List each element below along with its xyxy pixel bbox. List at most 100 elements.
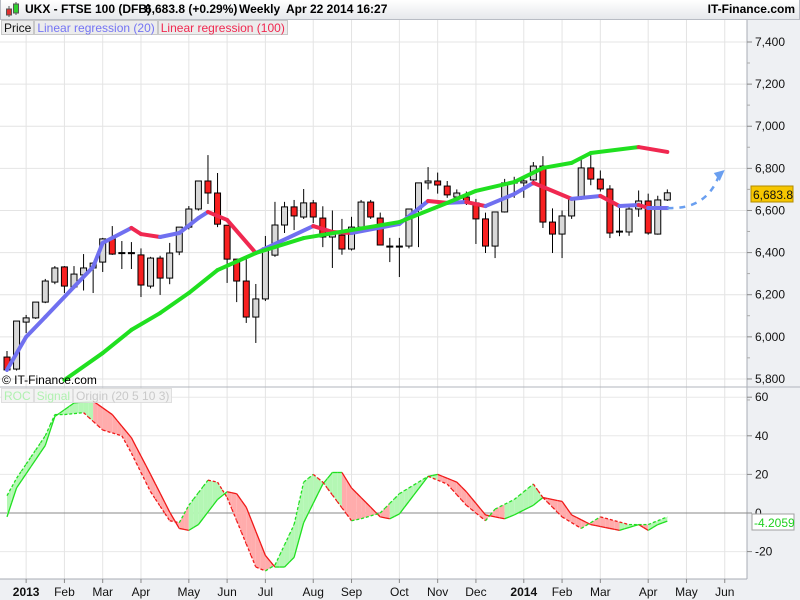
signal-line-segment [250,555,257,568]
lr100-segment [100,327,134,356]
legend-lr20[interactable]: Linear regression (20) [34,20,158,35]
signal-line-segment [461,499,467,506]
signal-line-segment [231,508,238,521]
roc-line-segment [107,410,113,416]
roc-line-segment [432,473,438,477]
roc-signal-fill [337,472,342,508]
legend-lr100[interactable]: Linear regression (100) [157,20,288,35]
signal-line-segment [20,463,27,472]
time-axis[interactable]: 2013 Feb Mar Apr May Jun Jul Aug Sep Oct Nov Dec 201… [13,579,735,599]
roc-line-segment [327,472,333,479]
grid [0,20,747,579]
roc-signal-fill [193,492,199,528]
signal-line-segment [240,532,247,545]
time-label: Dec [465,585,486,599]
candle-up [252,283,260,343]
roc-line-segment [604,526,611,530]
roc-signal-fill [562,501,567,520]
signal-line-segment [647,522,654,526]
roc-signal-fill [471,497,476,513]
signal-line-segment [571,522,577,527]
time-label: Jun [715,585,734,599]
roc-line-segment [193,524,199,529]
roc-line-segment [264,555,271,562]
roc-signal-fill [346,480,352,521]
price-legend: Price Linear regression (20) Linear regr… [1,20,288,35]
projection-line [667,175,720,210]
candle-down [309,199,317,224]
roc-line-segment [480,508,487,516]
signal-line-segment [413,481,419,486]
signal-line-segment [226,497,233,510]
signal-line-segment [197,486,204,494]
roc-line-segment [624,526,630,530]
roc-line-segment [11,487,18,503]
lr20-segment [263,224,316,251]
candle-body [615,230,623,233]
signal-line-segment [11,477,18,488]
roc-line-segment [288,556,295,563]
roc-line-segment [523,507,529,511]
last-price-change: 6,683.8 (+0.29%) [145,2,238,16]
lr20-segment [100,225,134,245]
signal-line-segment [260,568,266,572]
roc-signal-fill [619,522,625,531]
legend-roc[interactable]: ROC [1,388,34,403]
roc-line-segment [250,519,257,532]
roc-signal-fill [389,498,395,519]
brand[interactable]: IT-Finance.com [707,2,795,16]
signal-line-segment [375,512,381,516]
candle-body [338,234,346,250]
lr100-segment [588,145,641,155]
candle-body [558,215,566,235]
lr20-segment [617,203,641,209]
signal-line-segment [331,494,338,502]
legend-signal[interactable]: Signal [33,388,74,403]
roc-line-segment [351,487,357,494]
roc-legend: ROC Signal Origin (20 5 10 3) [1,388,173,403]
lr20-segment [569,193,603,201]
roc-signal-fill [528,484,534,508]
period[interactable]: Weekly [239,2,281,16]
roc-signal-fill [179,513,185,530]
roc-line-segment [159,492,166,503]
roc-line-segment [528,504,534,509]
roc-line-segment [25,466,32,475]
legend-origin[interactable]: Origin (20 5 10 3) [73,388,173,403]
last-price-label: 6,683.8 [750,185,794,203]
signal-line-segment [308,473,314,479]
roc-line-segment [398,507,405,515]
roc-signal-fill [308,474,314,513]
roc-signal-fill [227,491,232,510]
roc-line-segment [179,527,185,531]
roc-signal-fill [557,500,563,517]
signal-line-segment [585,522,592,527]
signal-line-segment [150,491,156,500]
time-label: Aug [303,585,324,599]
roc-line-segment [121,425,128,433]
roc-line-segment [446,477,453,481]
legend-price[interactable]: Price [1,20,35,35]
signal-line-segment [518,491,525,497]
signal-line-segment [576,524,582,529]
roc-line-segment [116,419,123,427]
roc-line-segment [461,486,467,493]
candle-body [587,167,595,180]
price-axis[interactable]: 7,400 7,200 7,000 6,800 6,600 6,400 6,200 6,000… [747,35,785,401]
candle-body [175,226,183,253]
roc-axis[interactable]: 60 40 20 0 -20 [747,390,773,559]
price-tick-label: 7,000 [755,119,785,133]
signal-line-segment [547,501,553,508]
signal-line-segment [523,487,529,493]
signal-line-segment [327,488,333,496]
roc-signal-fill [274,554,280,568]
roc-signal-fill [260,543,266,571]
signal-line-segment [207,479,213,482]
signal-line-segment [44,424,51,437]
projection-arrow-icon [713,170,725,182]
lr20-segment [531,180,574,201]
candle-down [137,248,145,298]
candle-body [261,247,269,300]
candle-body [405,208,413,247]
